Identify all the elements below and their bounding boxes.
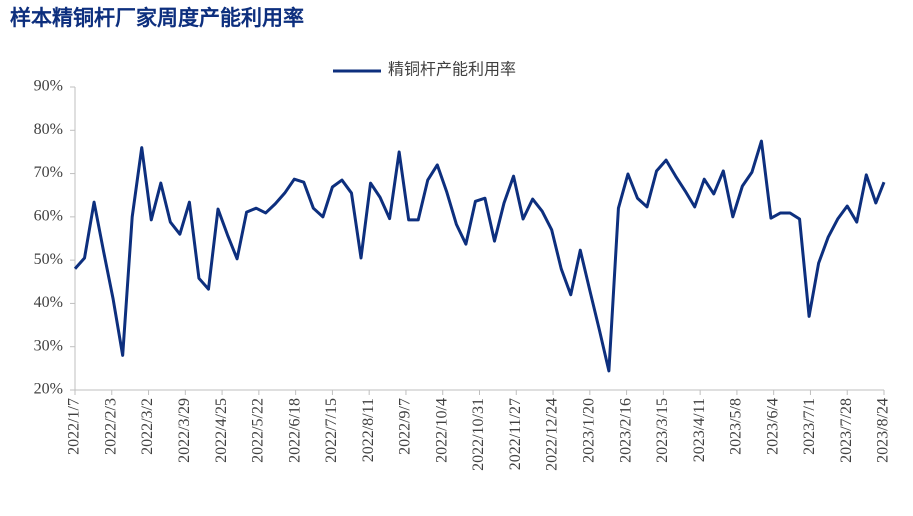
x-tick-label: 2022/7/15 xyxy=(323,398,340,463)
chart-title: 样本精铜杆厂家周度产能利用率 xyxy=(10,6,304,30)
x-tick-label: 2022/11/27 xyxy=(507,398,524,470)
x-tick-label: 2023/4/11 xyxy=(691,398,708,462)
legend-label: 精铜杆产能利用率 xyxy=(388,61,516,79)
x-tick-label: 2022/3/2 xyxy=(139,398,156,455)
x-tick-label: 2022/1/7 xyxy=(66,398,83,455)
y-tick-label: 40% xyxy=(34,294,63,311)
line-series xyxy=(73,139,886,373)
y-tick-label: 60% xyxy=(34,208,63,225)
x-tick-label: 2023/5/8 xyxy=(728,398,745,455)
x-tick-label: 2022/12/24 xyxy=(544,398,561,471)
x-tick-label: 2023/8/24 xyxy=(875,398,892,463)
y-tick-label: 80% xyxy=(34,121,63,138)
y-tick-label: 50% xyxy=(34,251,63,268)
y-tick-label: 20% xyxy=(34,381,63,398)
x-tick-label: 2023/7/28 xyxy=(838,398,855,463)
x-tick-label: 2022/4/25 xyxy=(213,398,230,463)
x-tick-label: 2022/3/29 xyxy=(176,398,193,463)
x-tick-label: 2022/9/7 xyxy=(397,398,414,455)
x-tick-label: 2022/8/11 xyxy=(360,398,377,462)
x-tick-label: 2023/1/20 xyxy=(580,398,597,463)
x-tick-label: 2023/2/16 xyxy=(617,398,634,463)
x-tick-label: 2022/5/22 xyxy=(250,398,267,463)
y-tick-label: 30% xyxy=(34,337,63,354)
x-tick-label: 2022/10/4 xyxy=(433,398,450,463)
x-tick-label: 2023/7/1 xyxy=(801,398,818,455)
x-tick-label: 2023/6/4 xyxy=(764,398,781,455)
x-tick-label: 2022/10/31 xyxy=(470,398,487,471)
x-tick-label: 2022/2/3 xyxy=(102,398,119,455)
y-tick-label: 90% xyxy=(34,78,63,95)
x-tick-label: 2023/3/15 xyxy=(654,398,671,463)
x-tick-label: 2022/6/18 xyxy=(286,398,303,463)
y-tick-label: 70% xyxy=(34,164,63,181)
